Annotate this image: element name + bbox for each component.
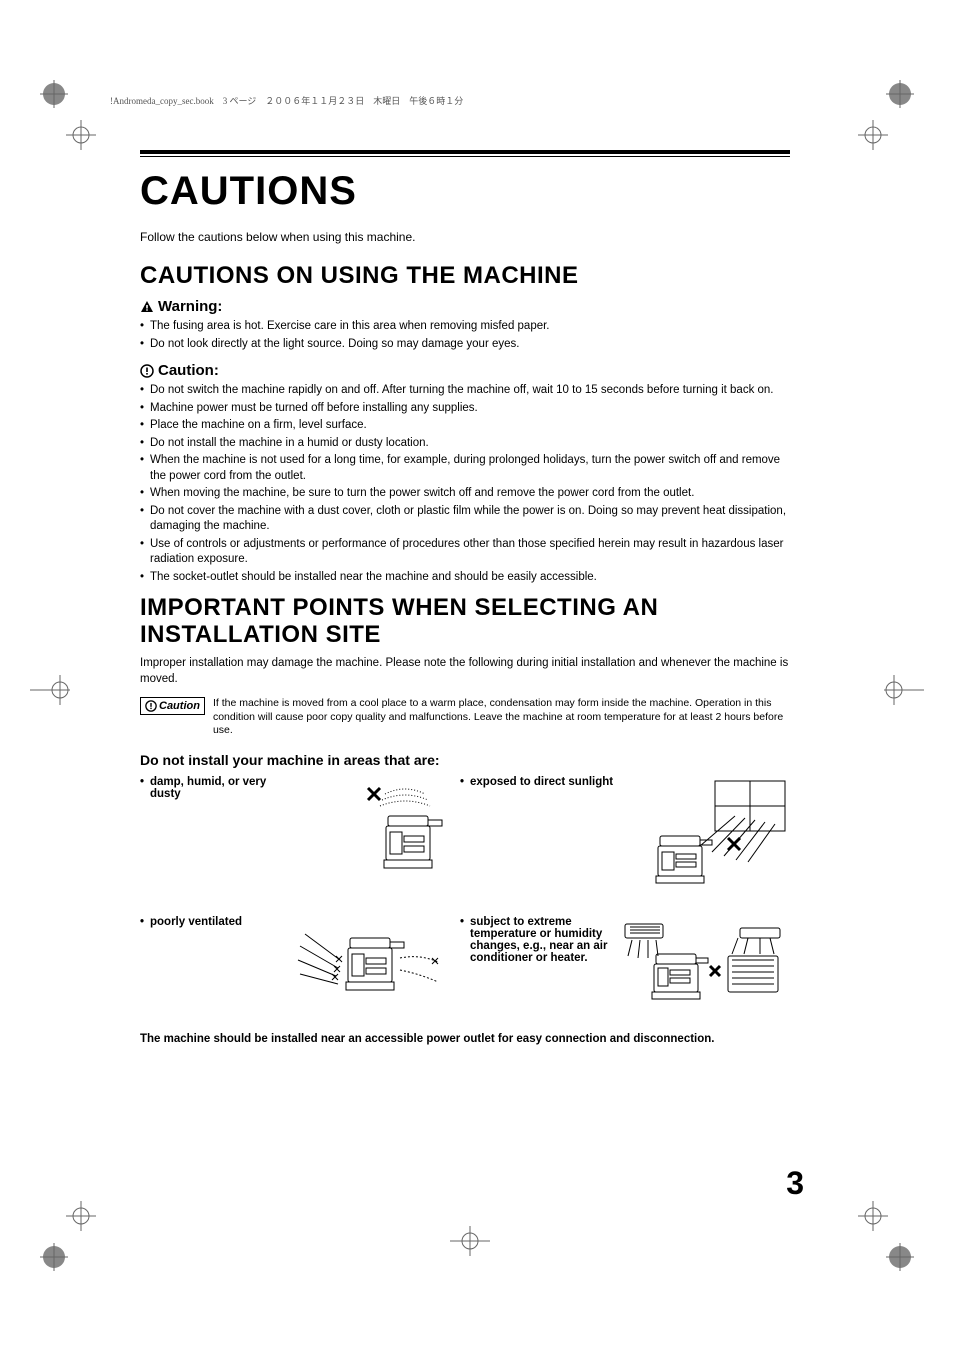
regmark-bl2 [66, 1201, 96, 1231]
area-label: exposed to direct sunlight [460, 776, 620, 788]
content: CAUTIONS Follow the cautions below when … [140, 150, 790, 1047]
warning-heading: Warning: [140, 298, 790, 315]
area-sunlight: exposed to direct sunlight [460, 776, 790, 896]
regmark-br [874, 1231, 914, 1271]
regmark-tr [874, 80, 914, 120]
caution-item: Place the machine on a firm, level surfa… [140, 418, 790, 434]
top-rule [140, 150, 790, 157]
caution-icon [140, 364, 154, 378]
warning-icon [140, 300, 154, 314]
caution-item: Do not cover the machine with a dust cov… [140, 504, 790, 535]
caution-item: When moving the machine, be sure to turn… [140, 486, 790, 502]
regmark-ml [30, 675, 70, 705]
footer-note: The machine should be installed near an … [140, 1032, 790, 1048]
caution-box-icon [145, 700, 157, 712]
caution-item: Do not install the machine in a humid or… [140, 436, 790, 452]
caution-box-text: If the machine is moved from a cool plac… [213, 697, 790, 738]
area-label: subject to extreme temperature or humidi… [460, 916, 620, 964]
areas-grid: damp, humid, or very dusty [140, 776, 790, 1006]
area-ventilated: poorly ventilated [140, 916, 450, 1006]
page-number: 3 [786, 1165, 804, 1202]
area-illustration-ventilated [290, 916, 450, 1006]
warning-item: The fusing area is hot. Exercise care in… [140, 319, 790, 335]
warning-label: Warning: [158, 298, 222, 315]
caution-box: Caution [140, 697, 205, 715]
caution-item: The socket-outlet should be installed ne… [140, 570, 790, 586]
intro-text: Follow the cautions below when using thi… [140, 230, 790, 244]
caution-label: Caution: [158, 362, 219, 379]
areas-heading: Do not install your machine in areas tha… [140, 752, 790, 768]
caution-box-label: Caution [159, 700, 200, 712]
caution-item: Do not switch the machine rapidly on and… [140, 383, 790, 399]
area-label: poorly ventilated [140, 916, 270, 928]
regmark-mr [884, 675, 924, 705]
section2-title: IMPORTANT POINTS WHEN SELECTING AN INSTA… [140, 595, 790, 648]
page: !Andromeda_copy_sec.book 3 ページ ２００６年１１月２… [0, 0, 954, 1351]
area-illustration-temperature [620, 916, 790, 1006]
caution-heading: Caution: [140, 362, 790, 379]
section1-title: CAUTIONS ON USING THE MACHINE [140, 262, 790, 290]
caution-list: Do not switch the machine rapidly on and… [140, 383, 790, 585]
regmark-tr2 [858, 120, 888, 150]
area-illustration-sunlight [640, 776, 790, 896]
page-title: CAUTIONS [140, 169, 790, 214]
print-header: !Andromeda_copy_sec.book 3 ページ ２００６年１１月２… [110, 94, 463, 107]
caution-item: Use of controls or adjustments or perfor… [140, 537, 790, 568]
caution-item: Machine power must be turned off before … [140, 401, 790, 417]
caution-box-row: Caution If the machine is moved from a c… [140, 697, 790, 738]
regmark-tl2 [66, 120, 96, 150]
warning-list: The fusing area is hot. Exercise care in… [140, 319, 790, 352]
regmark-bl [40, 1231, 80, 1271]
warning-item: Do not look directly at the light source… [140, 337, 790, 353]
section2-intro: Improper installation may damage the mac… [140, 656, 790, 687]
regmark-br2 [858, 1201, 888, 1231]
area-label: damp, humid, or very dusty [140, 776, 270, 800]
caution-item: When the machine is not used for a long … [140, 453, 790, 484]
regmark-tl [40, 80, 80, 120]
area-illustration-dusty [360, 776, 450, 876]
regmark-bc [450, 1226, 490, 1256]
area-temperature: subject to extreme temperature or humidi… [460, 916, 790, 1006]
area-dusty: damp, humid, or very dusty [140, 776, 450, 896]
